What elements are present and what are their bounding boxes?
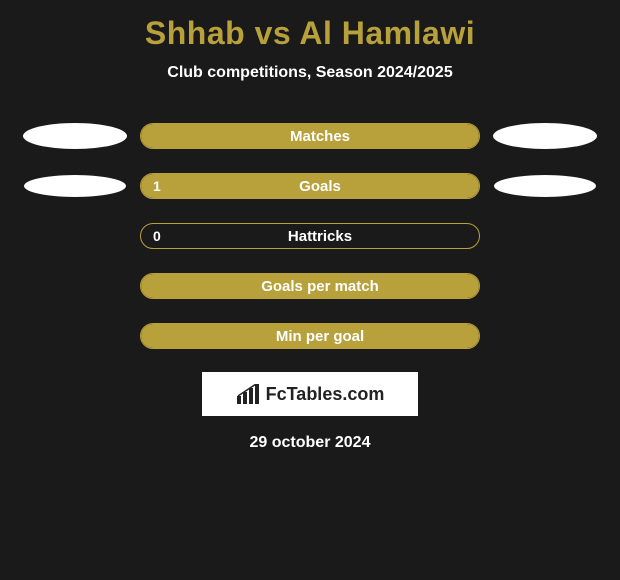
stats-card: Shhab vs Al Hamlawi Club competitions, S… bbox=[0, 0, 620, 462]
left-side bbox=[10, 175, 140, 197]
stat-row: 1Goals bbox=[0, 172, 620, 200]
left-ellipse bbox=[24, 175, 126, 197]
stat-bar: 0Hattricks bbox=[140, 223, 480, 249]
stat-row: Matches bbox=[0, 122, 620, 150]
stat-bar: 1Goals bbox=[140, 173, 480, 199]
left-side bbox=[10, 123, 140, 149]
bar-label: Goals per match bbox=[151, 278, 480, 295]
stat-bar: Matches bbox=[140, 123, 480, 149]
bar-label: Hattricks bbox=[151, 228, 480, 245]
stat-row: Min per goal bbox=[0, 322, 620, 350]
stat-bar: Min per goal bbox=[140, 323, 480, 349]
logo-text: FcTables.com bbox=[266, 384, 385, 405]
bars-icon bbox=[236, 384, 262, 404]
right-ellipse bbox=[494, 175, 596, 197]
date: 29 october 2024 bbox=[0, 434, 620, 452]
right-side bbox=[480, 123, 610, 149]
rows-container: Matches 1Goals 0Hattricks Goals per match Mi… bbox=[0, 122, 620, 350]
left-ellipse bbox=[23, 123, 127, 149]
bar-label: Goals bbox=[151, 178, 480, 195]
bar-label: Min per goal bbox=[151, 328, 480, 345]
right-ellipse bbox=[493, 123, 597, 149]
subtitle: Club competitions, Season 2024/2025 bbox=[0, 64, 620, 82]
stat-row: 0Hattricks bbox=[0, 222, 620, 250]
title: Shhab vs Al Hamlawi bbox=[0, 15, 620, 52]
logo-box: FcTables.com bbox=[202, 372, 418, 416]
right-side bbox=[480, 175, 610, 197]
stat-bar: Goals per match bbox=[140, 273, 480, 299]
bar-label: Matches bbox=[151, 128, 480, 145]
stat-row: Goals per match bbox=[0, 272, 620, 300]
